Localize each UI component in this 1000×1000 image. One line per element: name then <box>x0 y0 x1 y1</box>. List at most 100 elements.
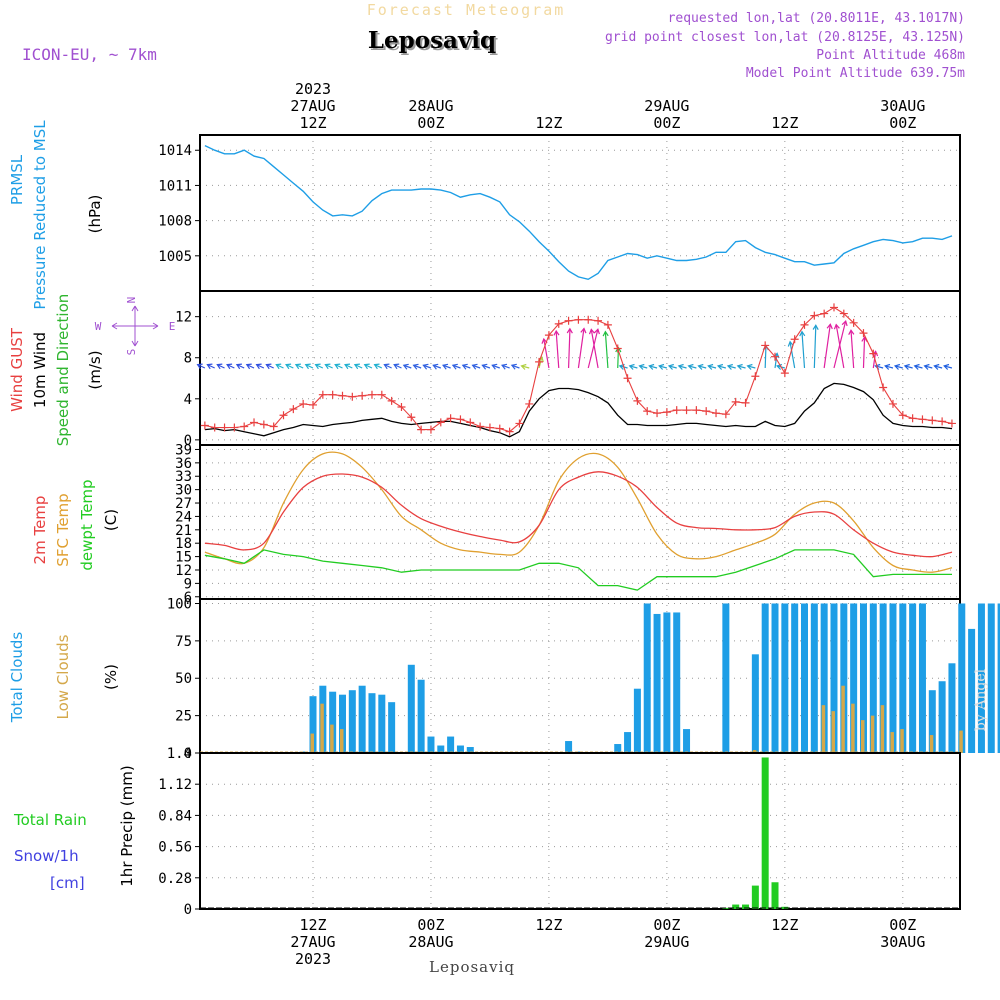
wind-arrow-head <box>593 328 600 335</box>
wind-arrow-head <box>206 363 213 370</box>
wind-arrow-head <box>520 363 527 370</box>
low-cloud-bar <box>900 729 904 753</box>
wind-arrow <box>305 364 314 369</box>
total-cloud-label: Total Clouds <box>8 632 26 724</box>
y-tick-label: 8 <box>184 351 192 367</box>
rain-bar <box>771 882 779 909</box>
wind-arrow-head <box>344 363 351 370</box>
model-label: ICON-EU, ~ 7km <box>22 45 157 64</box>
gust-marker <box>702 407 711 416</box>
prmsl-line <box>204 144 953 281</box>
total-cloud-bar <box>889 603 897 753</box>
bottom-axis-label: 2023 <box>295 950 331 968</box>
wind-arrow <box>256 364 265 369</box>
wind-arrow <box>567 328 571 369</box>
wind-arrow <box>207 364 215 369</box>
top-axis-label: 28AUG <box>408 97 453 115</box>
wind-arrow-head <box>196 363 203 370</box>
gust-marker <box>938 417 947 426</box>
gust-marker <box>269 422 278 431</box>
gust-marker <box>790 335 799 344</box>
top-axis-label: 30AUG <box>880 97 925 115</box>
wind-arrow-head <box>566 327 573 334</box>
top-axis-label: 12Z <box>771 114 798 132</box>
total-cloud-bar <box>997 603 1000 753</box>
wind-arrow <box>344 364 353 369</box>
gust-marker <box>417 425 426 434</box>
wind-arrow <box>236 364 245 369</box>
gust-marker <box>505 427 514 436</box>
total-cloud-bar <box>820 603 828 753</box>
pressure-label-long: Pressure Reduced to MSL <box>31 120 49 310</box>
total-cloud-bar <box>771 603 779 753</box>
bottom-axis-label: 00Z <box>417 916 444 934</box>
wind-arrow <box>266 364 274 369</box>
wind-arrow <box>364 364 373 369</box>
gust-marker <box>712 409 721 418</box>
y-tick-label: 15 <box>175 550 192 566</box>
gust-marker <box>397 403 406 412</box>
wind-arrow <box>894 365 903 369</box>
total-cloud-bar <box>388 702 396 753</box>
y-tick-label: 0 <box>184 746 192 762</box>
wind-arrow <box>482 364 491 369</box>
wind-arrow <box>246 364 255 369</box>
gust-marker <box>682 406 691 415</box>
wind-arrow-head <box>799 330 806 337</box>
cloud-unit: (%) <box>102 664 120 690</box>
gust-marker <box>200 421 209 430</box>
total-cloud-bar <box>447 736 455 753</box>
wind-arrow <box>543 338 550 369</box>
wind-arrow <box>639 365 648 369</box>
wind-arrow-head <box>422 363 429 370</box>
gust-marker <box>849 318 858 327</box>
wind-arrow-head <box>245 363 252 370</box>
top-axis-label: 12Z <box>535 114 562 132</box>
gust-marker <box>918 415 927 424</box>
wind-arrow-head <box>255 363 262 370</box>
wind-arrow <box>295 364 304 369</box>
pressure-panel: 1005 1008 1011 1014 <box>158 134 961 292</box>
gust-marker <box>947 419 956 428</box>
gust-marker <box>426 425 435 434</box>
total-cloud-bar <box>879 603 887 753</box>
location-title-shadow: Leposaviq <box>370 29 498 56</box>
gust-marker <box>466 418 475 427</box>
total-cloud-bar <box>614 744 622 753</box>
wind-arrow-head <box>848 329 855 335</box>
gust-marker <box>780 369 789 378</box>
wind-arrow-head <box>615 346 622 353</box>
y-tick-label: 1011 <box>158 178 192 194</box>
low-cloud-bar <box>890 732 894 753</box>
wind-arrow-head <box>628 363 635 370</box>
gust-marker <box>250 418 259 427</box>
gust-marker <box>888 399 897 408</box>
gust-marker <box>387 396 396 405</box>
total-cloud-bar <box>358 685 366 753</box>
total-cloud-bar <box>466 747 474 753</box>
total-cloud-bar <box>338 694 346 753</box>
low-cloud-bar <box>310 733 314 753</box>
compass-east: E <box>169 320 176 333</box>
side-labels: PRMSL Pressure Reduced to MSL (hPa) Wind GU… <box>8 120 175 892</box>
total-cloud-bar <box>633 688 641 753</box>
y-tick-label: 0.28 <box>158 871 192 887</box>
gust-marker <box>259 420 268 429</box>
wind-arrow <box>325 364 333 369</box>
wind-arrow-head <box>235 363 242 370</box>
compass-south: S <box>125 349 138 356</box>
gust-marker <box>535 357 544 366</box>
wind-arrow <box>501 364 510 369</box>
top-axis-label: 2023 <box>295 80 331 98</box>
y-tick-label: 36 <box>175 456 192 472</box>
point-altitude: Point Altitude 468m <box>816 48 965 63</box>
gust-marker <box>839 309 848 318</box>
gust-marker <box>407 413 416 422</box>
wind-arrow <box>492 364 500 369</box>
chart-supertitle: Forecast Meteogram <box>367 1 566 19</box>
model-point-altitude: Model Point Altitude 639.75m <box>746 66 965 81</box>
total-cloud-bar <box>683 729 691 753</box>
wind-arrow-head <box>402 363 409 370</box>
gust-marker <box>377 390 386 399</box>
